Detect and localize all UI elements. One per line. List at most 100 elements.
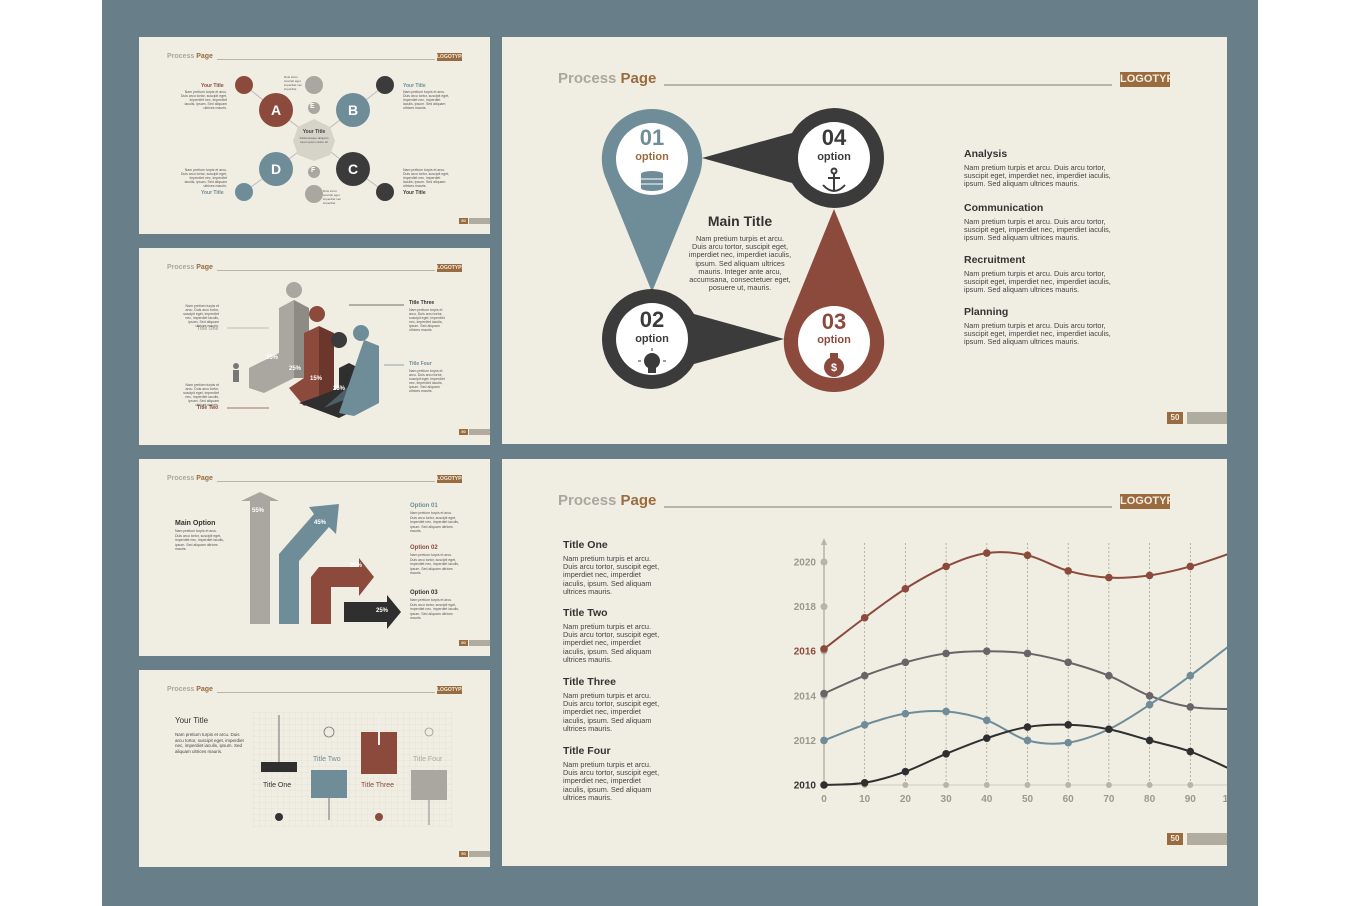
data-point (1105, 573, 1113, 582)
data-point (1064, 738, 1072, 747)
x-tick-label: 30 (941, 794, 953, 805)
stairs-label-title-three: Title Three (409, 300, 435, 306)
data-point (860, 778, 869, 787)
y-tick-label: 2018 (794, 602, 817, 613)
stairs-diagram (227, 282, 404, 418)
page-number: 50 (459, 218, 468, 224)
arrows-diagram (241, 492, 401, 629)
x-tick-dot (943, 782, 950, 788)
node-c (336, 152, 370, 186)
x-tick-dot (1146, 782, 1153, 788)
node-e-letter: E (310, 103, 315, 110)
node-a (259, 93, 293, 127)
data-point (901, 584, 910, 593)
node-b (336, 93, 370, 127)
data-point (1064, 720, 1072, 729)
data-point (1023, 736, 1032, 745)
data-point (942, 562, 950, 571)
x-tick-dot (902, 782, 909, 788)
pin-01-number: 01 (639, 125, 665, 150)
data-point (942, 707, 950, 716)
x-tick-dot (1187, 782, 1194, 788)
data-point (820, 645, 828, 653)
page-number: 50 (459, 851, 468, 857)
page-number: 50 (1167, 412, 1183, 424)
option-03-title: Option 03 (410, 590, 438, 596)
stairs-percent-2: 25% (289, 366, 302, 372)
svg-text:$: $ (831, 362, 837, 374)
node-d (259, 152, 293, 186)
x-tick-dot (1105, 782, 1112, 788)
node-c-letter: C (347, 161, 359, 177)
slide-header-title: Process Page (558, 492, 657, 509)
four-option-pins-diagram: $ (601, 108, 885, 393)
x-tick-dot (1024, 782, 1031, 788)
slide-header-title: Process Page (167, 264, 213, 271)
slide-6-line-chart[interactable]: Process Page LOGOTYPE 50 Title One Nam p… (502, 459, 1227, 866)
chart-side-title-four: Title Four (563, 745, 611, 757)
your-title: Your Title (175, 716, 209, 725)
data-point (1105, 671, 1113, 680)
data-point (1145, 692, 1154, 700)
chart-side-title-two: Title Two (563, 607, 608, 619)
slide-2-thumbnail[interactable]: Process Page LOGOTYPE 50 Title One Nam p… (139, 248, 490, 445)
data-point (860, 671, 869, 680)
series-line (823, 723, 1227, 786)
slide-3-thumbnail[interactable]: Process Page LOGOTYPE 50 55% 45% 35% 25%… (139, 459, 490, 656)
item-communication-text: Nam pretium turpis et arcu. Duis arcu to… (964, 217, 1111, 243)
y-tick-label: 2016 (794, 647, 817, 658)
money-bag-icon: $ (824, 353, 844, 377)
main-option-title: Main Option (175, 520, 216, 527)
series-line (823, 650, 1227, 711)
data-point (820, 736, 828, 745)
hanger-label-title-one: Title One (263, 782, 292, 789)
pin-04-number: 04 (821, 125, 847, 150)
node-b-letter: B (347, 102, 359, 118)
hangers-diagram (252, 712, 452, 827)
x-tick-label: 0 (821, 794, 827, 805)
pin-02-word: option (635, 333, 669, 345)
slide-1-thumbnail[interactable]: Process Page LOGOTYPE 50 A B (139, 37, 490, 234)
side-title-c: Your Title (403, 190, 426, 196)
data-point (860, 613, 869, 622)
slide-4-thumbnail[interactable]: Process Page LOGOTYPE 50 Your Titl (139, 670, 490, 867)
data-point (1064, 567, 1072, 575)
cycle-diagram (235, 76, 394, 203)
data-point (1145, 571, 1154, 580)
node-d-letter: D (270, 161, 282, 177)
data-point (1105, 725, 1113, 734)
slide-header-title: Process Page (167, 53, 213, 60)
option-02-title: Option 02 (410, 545, 438, 551)
series-line (823, 551, 1227, 650)
data-point (1023, 551, 1032, 560)
arrow-percent-4: 25% (376, 608, 389, 614)
page-number: 50 (1167, 833, 1183, 845)
x-tick-label: 70 (1103, 794, 1115, 805)
item-communication-title: Communication (964, 202, 1044, 214)
arrow-percent-1: 55% (252, 508, 265, 514)
y-tick-dot (820, 558, 828, 566)
data-point (1064, 658, 1072, 667)
data-point (983, 734, 991, 742)
y-axis-arrow (821, 538, 827, 545)
x-tick-dot (983, 782, 990, 788)
data-point (1023, 649, 1032, 658)
data-point (820, 689, 828, 698)
side-title-a: Your Title (201, 83, 224, 89)
center-title: Your Title (302, 129, 326, 135)
x-tick-label: 50 (1022, 794, 1034, 805)
pin-03-number: 03 (821, 309, 847, 334)
slide-header-title: Process Page (167, 475, 213, 482)
anchor-icon (822, 167, 846, 192)
center-text: Pellentesque aliquam lorem ipsum dolor s… (299, 136, 329, 144)
slide-5-main-process[interactable]: Process Page LOGOTYPE 50 (502, 37, 1227, 444)
option-01-title: Option 01 (410, 503, 438, 509)
data-point (1186, 671, 1195, 680)
data-point (901, 767, 910, 776)
x-tick-label: 80 (1144, 794, 1156, 805)
slide-header-title: Process Page (558, 70, 657, 87)
stairs-label-title-one: Title One (197, 326, 219, 332)
side-title-d: Your Title (201, 190, 224, 196)
data-point (942, 749, 950, 758)
stairs-percent-4: 25% (333, 386, 346, 392)
